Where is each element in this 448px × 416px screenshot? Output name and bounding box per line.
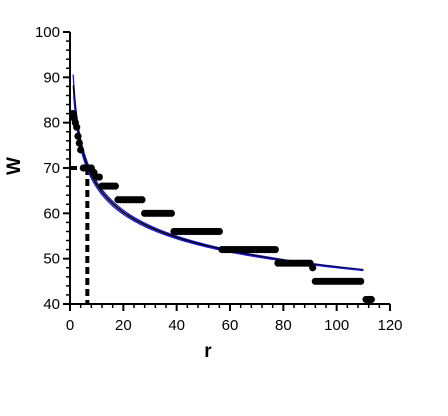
data-point	[367, 295, 375, 304]
tick-labels: 40 50 60 70 80 90 100 0 20 40 60 80 100 120	[35, 24, 403, 334]
x-tick-label: 100	[324, 317, 349, 334]
data-point	[77, 146, 85, 154]
y-tick-label: 50	[43, 251, 60, 268]
x-tick-label: 0	[66, 317, 74, 334]
y-tick-label: 100	[35, 24, 60, 41]
y-axis-label: W	[4, 157, 25, 175]
x-tick-label: 80	[275, 317, 292, 334]
data-point	[167, 209, 175, 217]
data-point	[138, 196, 146, 204]
y-tick-label: 90	[43, 69, 60, 86]
fit-curves	[72, 74, 364, 272]
data-point	[111, 182, 119, 190]
fit-curve-lower-band	[73, 95, 364, 272]
data-point	[74, 132, 82, 140]
data-point	[271, 246, 279, 254]
x-tick-label: 40	[168, 317, 185, 334]
x-tick-label: 120	[377, 317, 402, 334]
y-tick-label: 60	[43, 205, 60, 222]
y-tick-label: 40	[43, 296, 60, 313]
data-point	[73, 123, 81, 131]
data-points	[69, 110, 375, 304]
fit-curve-upper-band	[72, 74, 364, 271]
y-tick-label: 70	[43, 160, 60, 177]
x-tick-label: 20	[115, 317, 132, 334]
y-tick-label: 80	[43, 115, 60, 132]
fit-curve-fit	[72, 85, 364, 271]
axes	[63, 31, 391, 311]
data-point	[215, 227, 223, 236]
x-tick-label: 60	[222, 317, 239, 334]
data-point	[95, 173, 103, 181]
data-point	[357, 277, 365, 285]
reference-lines	[70, 166, 90, 304]
data-point	[309, 264, 317, 272]
x-axis-label: r	[204, 341, 212, 362]
data-point	[75, 139, 83, 147]
